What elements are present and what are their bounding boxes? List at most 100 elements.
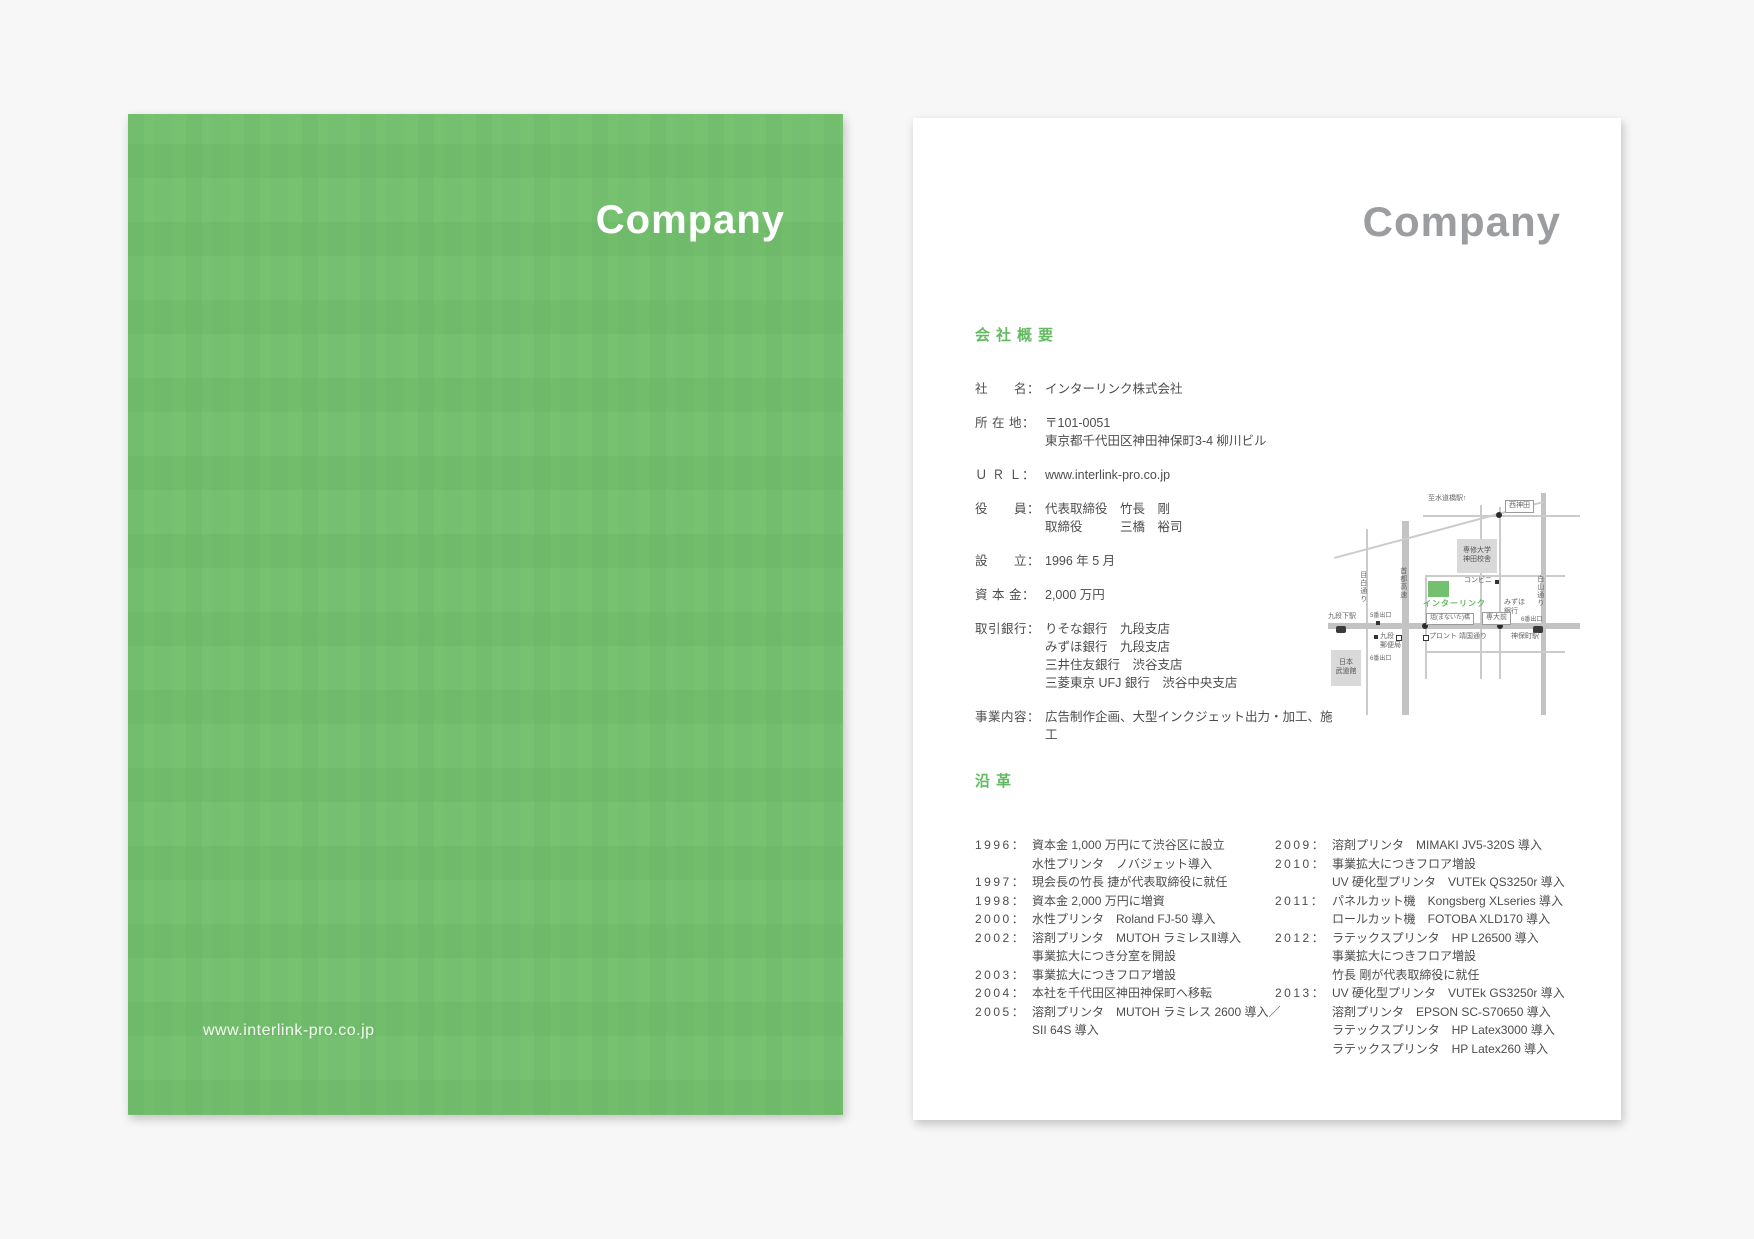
history-entry: 2004： 本社を千代田区神田神保町へ移転 — [975, 984, 1287, 1003]
history-text: 溶剤プリンタ MUTOH ラミレス 2600 導入／ SII 64S 導入 — [1032, 1004, 1281, 1038]
map-road-hakusan — [1541, 493, 1546, 715]
history-year: 1998： — [975, 893, 1027, 908]
history-year: 2002： — [975, 930, 1027, 945]
map-label-kudanshita-station: 九段下駅 — [1328, 613, 1356, 620]
history-text: 溶剤プリンタ MIMAKI JV5-320S 導入 — [1332, 838, 1543, 852]
history-text: 資本金 1,000 万円にて渋谷区に設立 水性プリンタ ノバジェット導入 — [1032, 838, 1225, 871]
map-label-shuto-expressway: 首都高速 — [1399, 567, 1407, 599]
overview-label: 社 名： — [975, 382, 1041, 396]
history-year: 2009： — [1275, 838, 1327, 852]
history-heading: 沿革 — [975, 773, 1018, 790]
overview-row: 社 名： インターリンク株式会社 — [975, 380, 1335, 398]
history-entry: 2000： 水性プリンタ Roland FJ-50 導入 — [975, 910, 1287, 929]
history-text: 水性プリンタ Roland FJ-50 導入 — [1032, 912, 1216, 926]
overview-row: 役 員： 代表取締役 竹長 剛 取締役 三橋 裕司 — [975, 500, 1335, 536]
history-year: 2005： — [975, 1004, 1027, 1019]
history-entry: 2012： ラテックスプリンタ HP L26500 導入 事業拡大につきフロア増… — [1275, 929, 1581, 985]
history-year: 1997： — [975, 875, 1027, 889]
map-label-mizuho: みずほ 銀行 — [1504, 599, 1525, 615]
access-map: 至水道橋駅↑ 西神田 専修大学 神田校舎 コンビニ インターリンク みずほ 銀行… — [1328, 493, 1580, 728]
overview-value: www.interlink-pro.co.jp — [1045, 468, 1171, 482]
metro-station-icon — [1533, 626, 1543, 633]
history-entry: 2013： UV 硬化型プリンタ VUTEk GS3250r 導入 溶剤プリンタ… — [1275, 984, 1581, 1058]
map-road — [1425, 575, 1565, 577]
map-label-post-office: 九段 郵便局 — [1380, 633, 1401, 649]
history-entry: 1996： 資本金 1,000 万円にて渋谷区に設立 水性プリンタ ノバジェット… — [975, 836, 1287, 873]
history-entry: 2011： パネルカット機 Kongsberg XLseries 導入 ロールカ… — [1275, 892, 1581, 929]
company-location-marker — [1428, 581, 1449, 597]
map-label-sendaimae: 専大前 — [1482, 612, 1511, 625]
map-label-university: 専修大学 神田校舎 — [1457, 539, 1497, 573]
overview-label: Ｕ Ｒ Ｌ： — [975, 468, 1035, 482]
overview-row: 取引銀行： りそな銀行 九段支店 みずほ銀行 九段支店 三井住友銀行 渋谷支店 … — [975, 620, 1335, 692]
cover-page: Company www.interlink-pro.co.jp — [128, 114, 843, 1115]
history-entry: 1998： 資本金 2,000 万円に増資 — [975, 892, 1287, 911]
map-label-nishikanda: 西神田 — [1505, 500, 1534, 513]
overview-label: 役 員： — [975, 502, 1041, 516]
history-entry: 2009： 溶剤プリンタ MIMAKI JV5-320S 導入 — [1275, 836, 1581, 855]
map-road-expressway — [1402, 521, 1409, 715]
overview-value: 1996 年 5 月 — [1045, 554, 1116, 568]
map-label-manaita-bridge: 俎(まないた)橋 — [1426, 613, 1474, 625]
history-text: 現会長の竹長 捷が代表取締役に就任 — [1032, 875, 1228, 889]
overview-row: 所 在 地： 〒101-0051 東京都千代田区神田神保町3-4 柳川ビル — [975, 414, 1335, 450]
overview-value: インターリンク株式会社 — [1045, 382, 1183, 396]
history-text: UV 硬化型プリンタ VUTEk GS3250r 導入 溶剤プリンタ EPSON… — [1332, 986, 1565, 1056]
map-road — [1480, 505, 1482, 679]
map-label-toward-suidobashi: 至水道橋駅↑ — [1428, 495, 1467, 502]
overview-value: りそな銀行 九段支店 みずほ銀行 九段支店 三井住友銀行 渋谷支店 三菱東京 U… — [1045, 622, 1238, 690]
overview-label: 取引銀行： — [975, 622, 1041, 636]
history-year: 2003： — [975, 967, 1027, 982]
history-text: パネルカット機 Kongsberg XLseries 導入 ロールカット機 FO… — [1332, 893, 1564, 927]
map-intersection-dot — [1497, 623, 1503, 629]
history-text: 事業拡大につきフロア増設 UV 硬化型プリンタ VUTEk QS3250r 導入 — [1332, 856, 1565, 890]
post-office-marker-icon — [1374, 635, 1378, 639]
post-office-marker-icon — [1396, 635, 1402, 641]
overview-label: 資 本 金： — [975, 588, 1035, 602]
page-title: Company — [1362, 198, 1561, 245]
overview-value: 代表取締役 竹長 剛 取締役 三橋 裕司 — [1045, 502, 1183, 534]
history-entry: 2002： 溶剤プリンタ MUTOH ラミレスⅡ導入 事業拡大につき分室を開設 — [975, 929, 1287, 966]
history-text: 本社を千代田区神田神保町へ移転 — [1032, 986, 1213, 1000]
map-label-interlink: インターリンク — [1423, 599, 1486, 608]
map-label-exit6: 6番出口 — [1370, 656, 1392, 662]
history-year: 2000： — [975, 912, 1027, 926]
map-label-convenience: コンビニ — [1464, 577, 1492, 584]
history-year: 2011： — [1275, 893, 1326, 908]
history-year: 2004： — [975, 986, 1027, 1000]
convenience-marker-icon — [1495, 580, 1499, 584]
history-right-column: 2009： 溶剤プリンタ MIMAKI JV5-320S 導入 2010： 事業… — [1275, 836, 1581, 1058]
pronto-marker-icon — [1423, 635, 1429, 641]
overview-row: 設 立： 1996 年 5 月 — [975, 552, 1335, 570]
map-label-mejiro-dori: 目白通り — [1359, 571, 1367, 603]
history-text: 資本金 2,000 万円に増資 — [1032, 893, 1165, 908]
overview-label: 所 在 地： — [975, 416, 1035, 430]
overview-label: 事業内容： — [975, 710, 1041, 724]
overview-label: 設 立： — [975, 554, 1041, 568]
map-intersection-dot — [1496, 512, 1502, 518]
history-year: 1996： — [975, 838, 1027, 852]
history-year: 2010： — [1275, 856, 1327, 871]
profile-page: Company 会社概要 社 名： インターリンク株式会社 所 在 地： 〒10… — [913, 118, 1621, 1120]
overview-value: 広告制作企画、大型インクジェット出力・加工、施工 — [1045, 710, 1333, 742]
map-label-exit5: 5番出口 — [1370, 613, 1392, 619]
overview-heading: 会社概要 — [975, 327, 1060, 344]
history-text: 事業拡大につきフロア増設 — [1032, 967, 1177, 982]
history-text: ラテックスプリンタ HP L26500 導入 事業拡大につきフロア増設 竹長 剛… — [1332, 930, 1539, 982]
overview-row: Ｕ Ｒ Ｌ： www.interlink-pro.co.jp — [975, 466, 1335, 484]
map-label-jimbocho-station: 神保町駅 — [1511, 633, 1539, 640]
overview-value: 2,000 万円 — [1045, 588, 1105, 602]
exit-marker-icon — [1376, 621, 1380, 625]
history-entry: 2010： 事業拡大につきフロア増設 UV 硬化型プリンタ VUTEk QS32… — [1275, 855, 1581, 892]
history-text: 溶剤プリンタ MUTOH ラミレスⅡ導入 事業拡大につき分室を開設 — [1032, 930, 1242, 964]
history-year: 2012： — [1275, 930, 1327, 945]
overview-list: 社 名： インターリンク株式会社 所 在 地： 〒101-0051 東京都千代田… — [975, 380, 1335, 760]
history-entry: 1997： 現会長の竹長 捷が代表取締役に就任 — [975, 873, 1287, 892]
map-label-exit6-right: 6番出口 — [1521, 617, 1543, 623]
cover-url: www.interlink-pro.co.jp — [203, 1022, 375, 1039]
history-left-column: 1996： 資本金 1,000 万円にて渋谷区に設立 水性プリンタ ノバジェット… — [975, 836, 1287, 1040]
map-label-pronto: プロント — [1429, 633, 1457, 640]
cover-title: Company — [595, 198, 785, 242]
map-intersection-dot — [1422, 623, 1428, 629]
